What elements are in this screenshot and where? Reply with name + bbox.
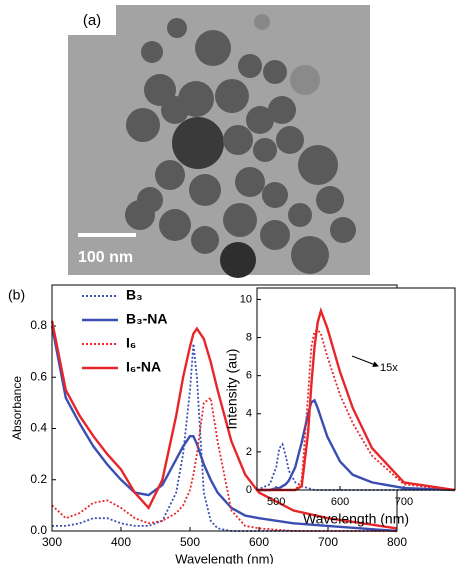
x-axis-label: Wavelength (nm) (175, 551, 274, 564)
series-line (256, 442, 455, 491)
annotation-arrow (351, 355, 379, 368)
inset-background (257, 288, 455, 490)
series-line (50, 320, 398, 530)
series-line (51, 396, 397, 532)
x-tick-label: 700 (318, 535, 338, 549)
y-tick-label: 10 (240, 293, 252, 305)
tem-image: (a) 100 nm (68, 5, 370, 278)
legend-label: B₃-NA (126, 311, 167, 327)
label-box (68, 5, 116, 35)
x-tick-label: 600 (249, 535, 269, 549)
x-tick-label: 600 (331, 496, 349, 508)
y-tick-label: 0.4 (30, 421, 47, 435)
plot-frame (256, 287, 456, 491)
series-line (52, 343, 397, 532)
y-tick-label: 6 (246, 370, 252, 382)
legend-label: I₆ (126, 335, 136, 351)
x-tick-label: 500 (267, 496, 285, 508)
y-tick-label: 2 (246, 446, 252, 458)
y-tick-label: 8 (246, 331, 252, 343)
x-tick-label: 500 (180, 535, 200, 549)
y-tick-label: 0.0 (30, 523, 47, 537)
annotation: 15x (380, 362, 398, 374)
legend-label: I₆-NA (126, 359, 161, 375)
y-axis-label: Absorbance (10, 376, 24, 440)
inset-chart: 500 600 700 0 2 4 6 8 10 Wavelength (nm) Intensity… (224, 287, 456, 527)
y-tick-label: 0 (246, 484, 252, 496)
y-tick-label: 4 (246, 408, 252, 420)
panel-label: (b) (8, 287, 25, 303)
scale-bar-label: 100 nm (78, 249, 133, 266)
x-tick-label: 400 (111, 535, 131, 549)
series-line (257, 328, 456, 491)
particles (125, 14, 356, 278)
x-tick-label: 700 (395, 496, 413, 508)
y-tick-label: 0.2 (30, 472, 47, 486)
x-tick-label: 800 (387, 535, 407, 549)
x-axis-label: Wavelength (nm) (303, 511, 409, 527)
series-line (50, 325, 398, 533)
y-tick-label: 0.8 (30, 318, 47, 332)
legend-label: B₃ (126, 287, 143, 303)
panel-label: (a) (83, 12, 101, 29)
x-tick-label: 300 (42, 535, 62, 549)
y-tick-label: 0.6 (30, 369, 47, 383)
main-chart: 300 400 500 600 700 800 0.0 0.2 0.4 0.6 0.8 Wavelen… (10, 284, 407, 566)
y-axis-label: Intensity (au) (224, 349, 240, 430)
